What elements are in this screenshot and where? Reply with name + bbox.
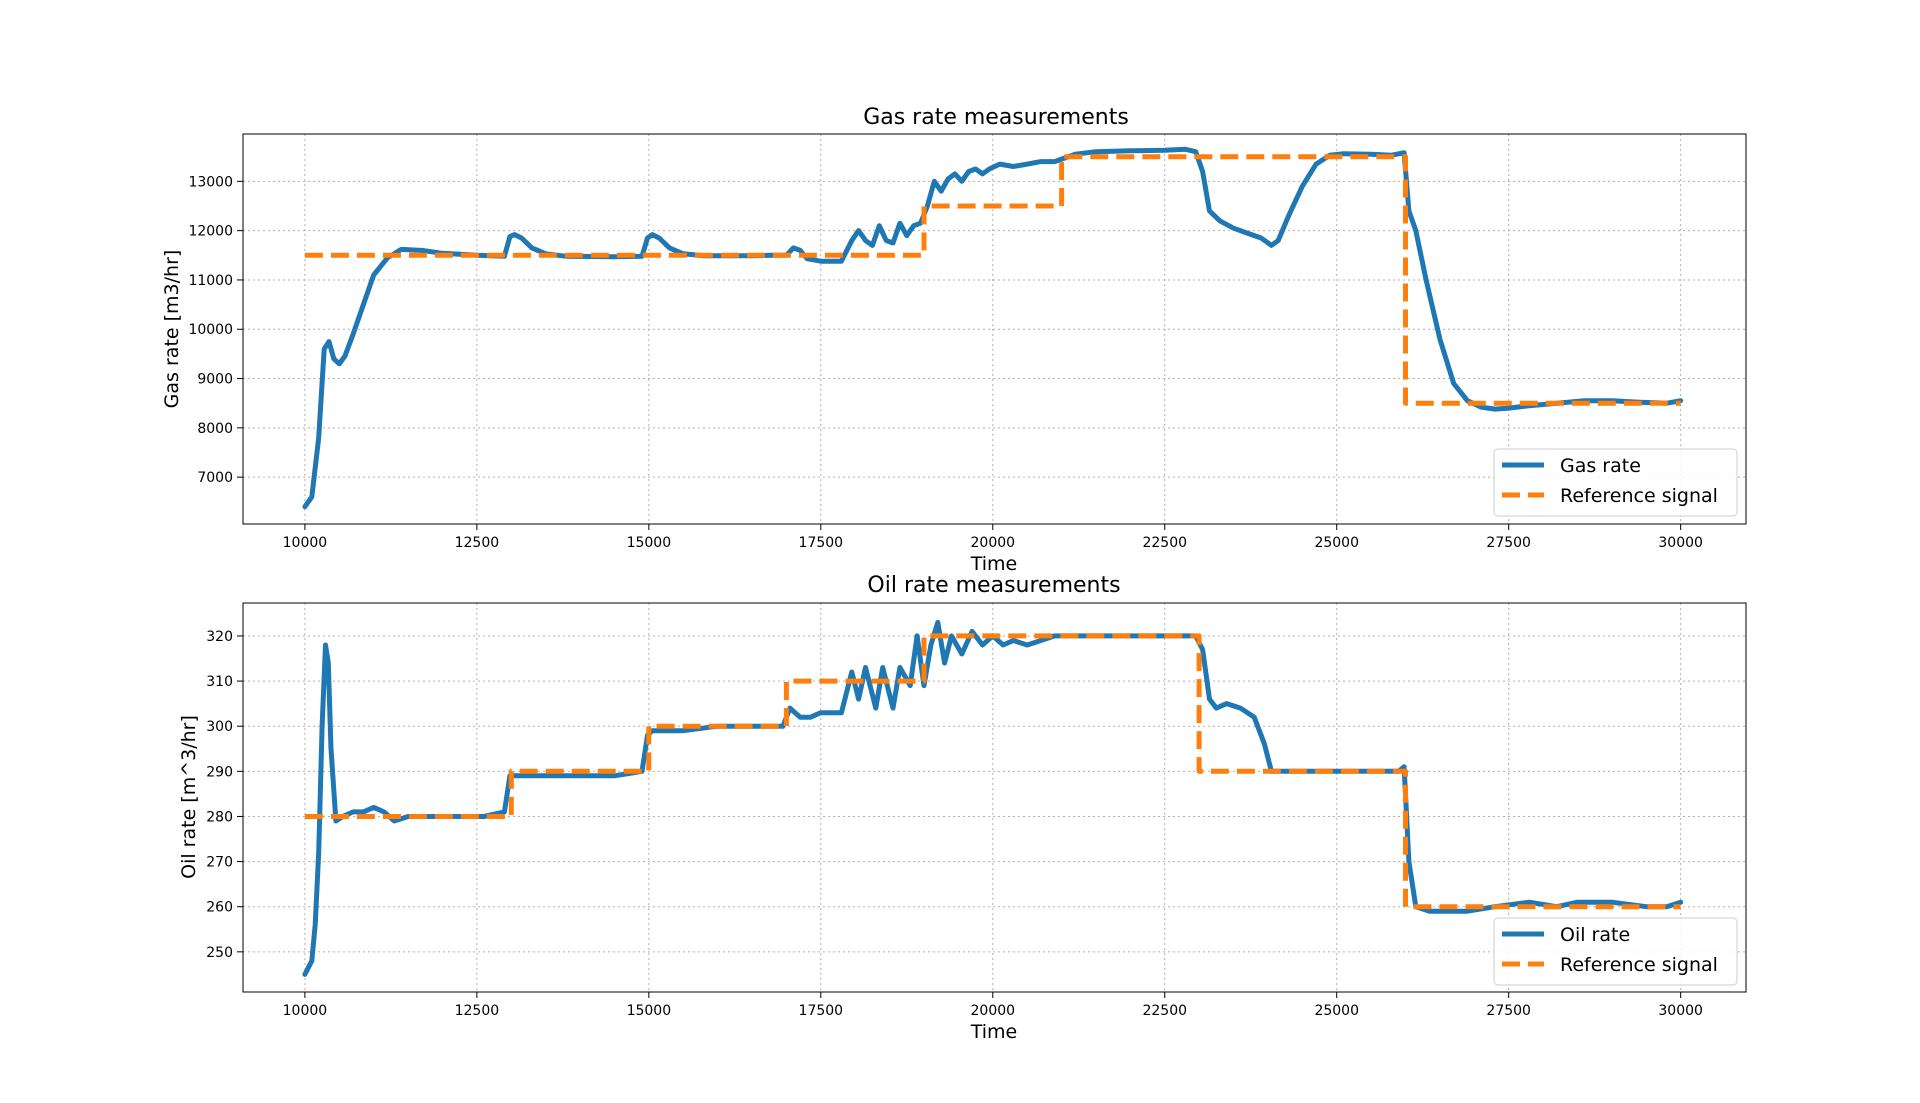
gas-y-tick-label: 7000	[197, 470, 233, 486]
oil-y-tick-label: 280	[206, 809, 233, 825]
gas-y-tick-label: 12000	[188, 224, 233, 240]
oil-y-tick-label: 270	[206, 855, 233, 871]
oil-x-tick-label: 22500	[1142, 1003, 1187, 1019]
gas-series-reference-line	[304, 154, 1681, 406]
gas-series-layer	[302, 146, 1684, 510]
oil-y-axis-label: Oil rate [m^3/hr]	[178, 715, 200, 879]
oil-y-tick-label: 250	[206, 945, 233, 961]
oil-chart-title: Oil rate measurements	[867, 573, 1120, 598]
oil-legend-box	[1493, 917, 1738, 986]
gas-x-tick-label: 22500	[1142, 535, 1187, 551]
oil-series-reference-line	[304, 633, 1681, 910]
oil-rate-panel: Oil rate measurements 10000 12500 15000 175…	[178, 573, 1747, 1043]
gas-y-ticks: 7000 8000 9000 10000 11000 12000 13000	[188, 174, 243, 486]
oil-y-tick-label: 260	[206, 900, 233, 916]
oil-y-tick-label: 290	[206, 764, 233, 780]
oil-y-tick-label: 310	[206, 674, 233, 690]
gas-legend-box	[1493, 448, 1738, 517]
gas-x-tick-label: 10000	[283, 535, 328, 551]
oil-series-layer	[302, 619, 1684, 977]
oil-y-tick-label: 300	[206, 719, 233, 735]
oil-x-tick-label: 30000	[1658, 1003, 1703, 1019]
gas-legend-label-gas-rate: Gas rate	[1560, 455, 1641, 477]
gas-legend-label-reference: Reference signal	[1560, 485, 1718, 507]
gas-x-ticks: 10000 12500 15000 17500 20000 22500 25000 27500…	[283, 524, 1703, 551]
gas-y-tick-label: 11000	[188, 273, 233, 289]
gas-y-tick-label: 13000	[188, 174, 233, 190]
oil-legend-label-reference: Reference signal	[1560, 954, 1718, 976]
gas-legend: Gas rate Reference signal	[1493, 448, 1738, 517]
gas-x-tick-label: 25000	[1314, 535, 1359, 551]
gas-y-tick-label: 9000	[197, 372, 233, 388]
oil-x-tick-label: 17500	[799, 1003, 844, 1019]
oil-legend: Oil rate Reference signal	[1493, 917, 1738, 986]
gas-plot-frame	[242, 133, 1747, 525]
gas-x-tick-label: 30000	[1658, 535, 1703, 551]
gas-x-tick-label: 17500	[799, 535, 844, 551]
gas-chart-title: Gas rate measurements	[863, 105, 1129, 130]
gas-x-tick-label: 20000	[971, 535, 1016, 551]
oil-x-tick-label: 20000	[971, 1003, 1016, 1019]
oil-x-tick-label: 12500	[455, 1003, 500, 1019]
oil-x-tick-label: 25000	[1314, 1003, 1359, 1019]
oil-y-ticks: 250 260 270 280 290 300 310 320	[206, 629, 243, 961]
gas-y-tick-label: 10000	[188, 322, 233, 338]
oil-x-ticks: 10000 12500 15000 17500 20000 22500 25000 27500…	[283, 992, 1703, 1019]
oil-x-tick-label: 15000	[627, 1003, 672, 1019]
gas-x-axis-label: Time	[970, 553, 1018, 575]
oil-plot-frame	[242, 602, 1747, 993]
gas-x-tick-label: 15000	[627, 535, 672, 551]
oil-x-axis-label: Time	[970, 1021, 1018, 1043]
gas-y-axis-label: Gas rate [m3/hr]	[161, 250, 183, 409]
gas-x-tick-label: 27500	[1486, 535, 1531, 551]
oil-legend-label-oil-rate: Oil rate	[1560, 924, 1630, 946]
gas-rate-panel: Gas rate measurements 10000 12500 15000 175…	[161, 105, 1747, 575]
oil-y-tick-label: 320	[206, 629, 233, 645]
gas-x-tick-label: 12500	[455, 535, 500, 551]
gas-y-tick-label: 8000	[197, 421, 233, 437]
oil-x-tick-label: 10000	[283, 1003, 328, 1019]
oil-x-tick-label: 27500	[1486, 1003, 1531, 1019]
